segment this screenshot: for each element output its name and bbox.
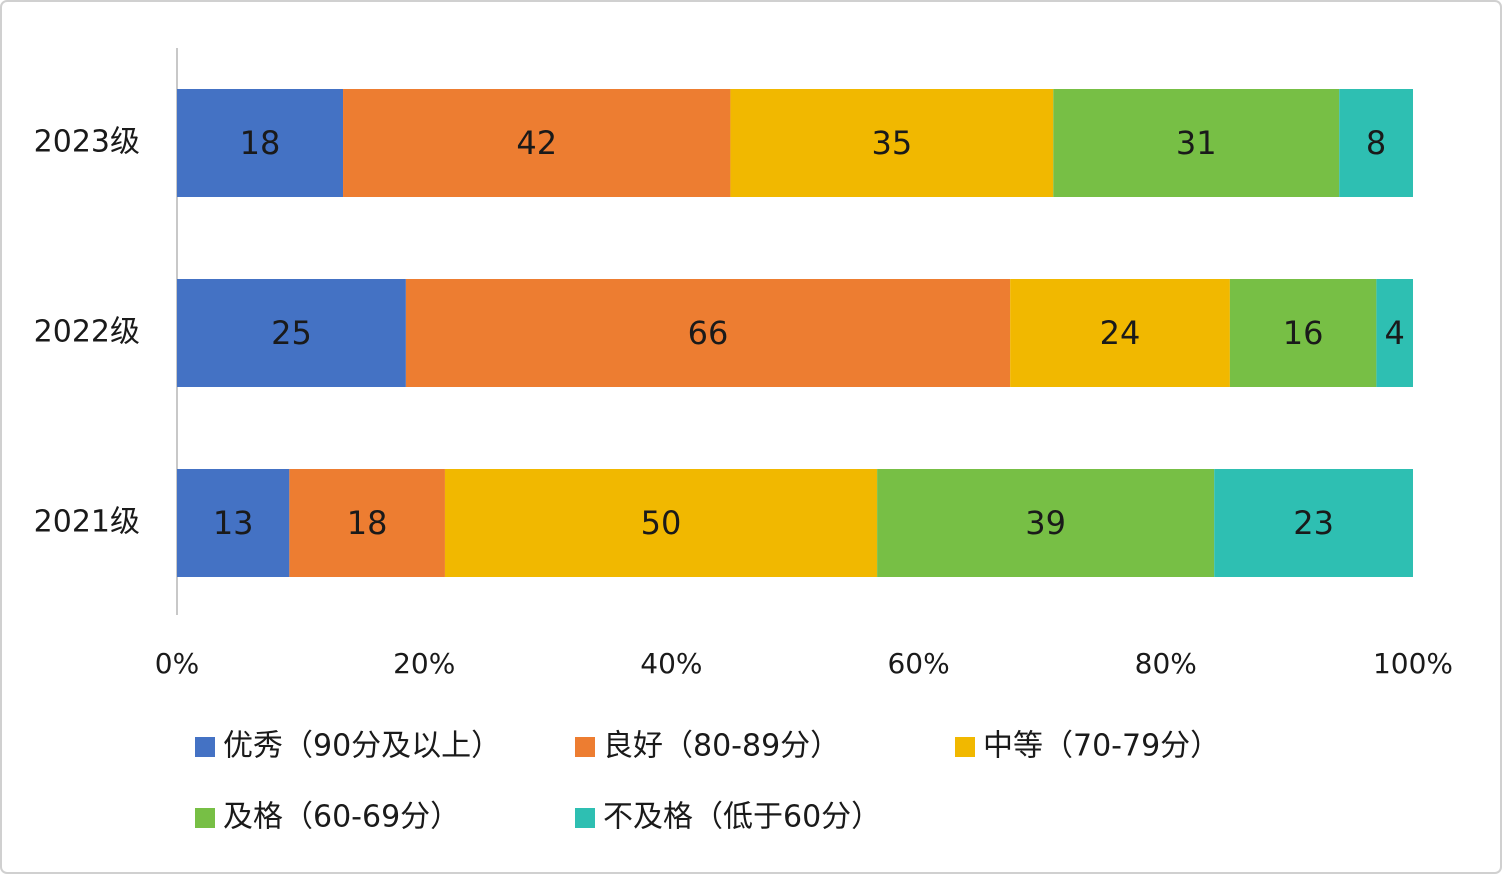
data-label: 39	[1025, 504, 1066, 542]
bar-segment	[1339, 89, 1413, 197]
x-tick-label: 80%	[1135, 647, 1197, 680]
data-label: 31	[1176, 124, 1217, 162]
legend-label: 良好（80-89分）	[603, 729, 840, 764]
legend-swatch	[955, 737, 975, 757]
bar-segment	[1229, 279, 1377, 387]
bar-segment	[730, 89, 1054, 197]
legend-label: 中等（70-79分）	[983, 729, 1220, 764]
data-label: 16	[1283, 314, 1324, 352]
y-tick-label: 2021级	[34, 505, 140, 540]
bar-segment	[177, 469, 290, 577]
bar-segment	[1053, 89, 1340, 197]
data-label: 42	[516, 124, 557, 162]
y-tick-label: 2022级	[34, 315, 140, 350]
data-label: 25	[271, 314, 312, 352]
data-label: 50	[641, 504, 682, 542]
data-label: 24	[1100, 314, 1141, 352]
bar-segment	[405, 279, 1011, 387]
x-tick-label: 40%	[640, 647, 702, 680]
data-label: 18	[347, 504, 388, 542]
x-tick-label: 100%	[1373, 647, 1453, 680]
legend-swatch	[575, 737, 595, 757]
data-label: 8	[1366, 124, 1386, 162]
x-tick-label: 0%	[155, 647, 199, 680]
data-label: 23	[1293, 504, 1334, 542]
data-label: 4	[1385, 314, 1405, 352]
legend-swatch	[575, 808, 595, 828]
x-tick-label: 60%	[887, 647, 949, 680]
bar-segment	[877, 469, 1215, 577]
bar-segment	[1376, 279, 1413, 387]
legend-swatch	[195, 808, 215, 828]
legend-label: 及格（60-69分）	[223, 800, 460, 835]
legend-swatch	[195, 737, 215, 757]
legend-label: 不及格（低于60分）	[603, 800, 881, 835]
data-label: 35	[871, 124, 912, 162]
data-label: 13	[213, 504, 254, 542]
bar-segment	[343, 89, 731, 197]
y-tick-label: 2023级	[34, 125, 140, 160]
legend-label: 优秀（90分及以上）	[223, 729, 501, 764]
data-label: 66	[688, 314, 729, 352]
bar-segment	[1010, 279, 1230, 387]
bar-segment	[177, 89, 344, 197]
x-tick-label: 20%	[393, 647, 455, 680]
bar-segment	[177, 279, 406, 387]
bar-segment	[289, 469, 445, 577]
data-label: 18	[240, 124, 281, 162]
bar-segment	[1214, 469, 1413, 577]
bar-segment	[444, 469, 878, 577]
